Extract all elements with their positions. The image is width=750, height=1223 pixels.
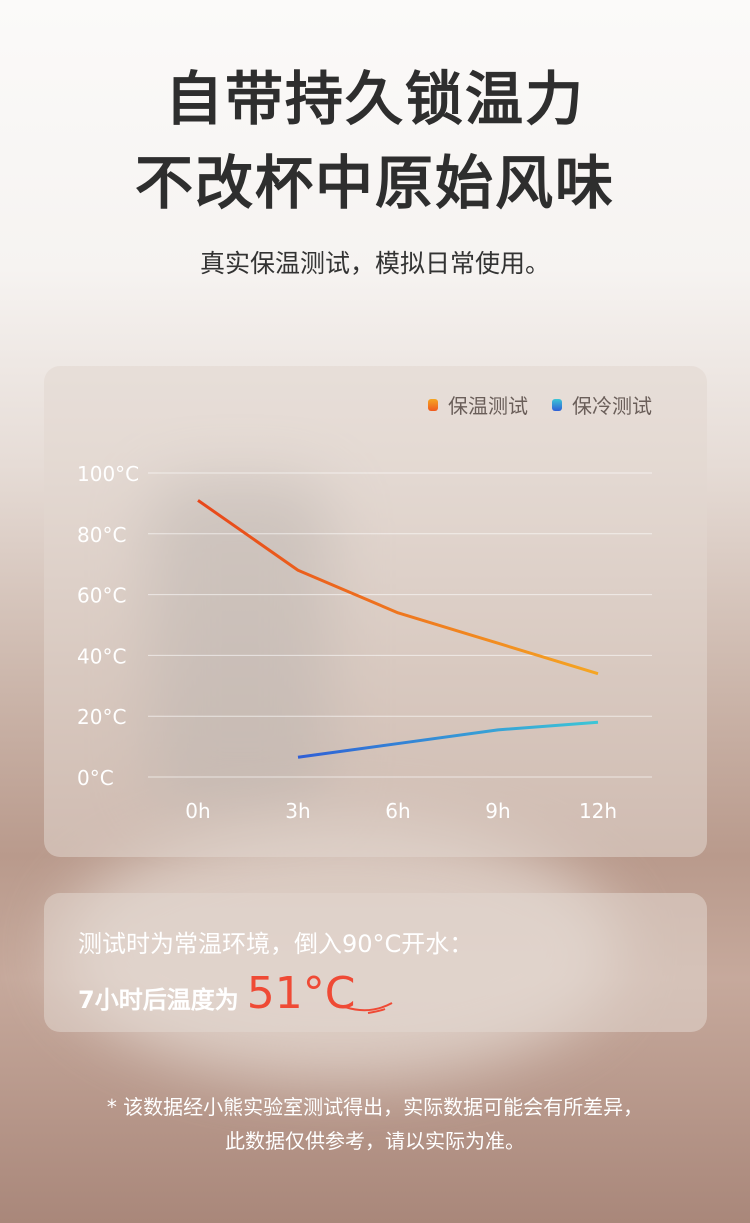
x-tick-label: 0h	[185, 799, 210, 823]
y-tick-label: 60°C	[77, 584, 126, 608]
y-tick-label: 20°C	[77, 705, 126, 729]
legend-swatch-cold	[552, 398, 562, 411]
underline-scribble	[344, 1002, 393, 1014]
x-tick-label: 6h	[385, 799, 410, 823]
disclaimer-line-2: 此数据仅供参考，请以实际为准。	[225, 1129, 525, 1153]
chart-card	[44, 366, 707, 857]
line-chart: 0°C 20°C 40°C 60°C 80°C 100°C 0h 3h 6h 9h 12h	[77, 462, 617, 823]
x-tick-label: 12h	[579, 799, 617, 823]
y-tick-label: 40°C	[77, 644, 126, 668]
legend-label-heat: 保温测试	[448, 394, 528, 418]
legend-swatch-heat	[428, 398, 438, 411]
legend-label-cold: 保冷测试	[572, 394, 652, 418]
note-line-1: 测试时为常温环境，倒入90°C开水：	[78, 930, 474, 958]
title-line-2: 不改杯中原始风味	[134, 149, 615, 217]
x-tick-label: 3h	[285, 799, 310, 823]
y-tick-label: 80°C	[77, 523, 126, 547]
note-prefix: 7小时后温度为	[78, 986, 239, 1014]
disclaimer: * 该数据经小熊实验室测试得出，实际数据可能会有所差异， 此数据仅供参考，请以实…	[0, 1090, 750, 1158]
subtitle: 真实保温测试，模拟日常使用。	[199, 249, 550, 278]
series-line-1	[297, 720, 599, 759]
x-tick-label: 9h	[485, 799, 510, 823]
y-tick-label: 0°C	[77, 766, 114, 790]
title-line-1: 自带持久锁温力	[164, 65, 585, 133]
highlight-temperature: 51°C	[246, 968, 356, 1019]
y-tick-label: 100°C	[77, 462, 139, 486]
note-line-2: 7小时后温度为 51°C	[78, 968, 355, 1019]
legend: 保温测试 保冷测试	[428, 390, 652, 419]
series-line-0	[197, 499, 599, 676]
disclaimer-line-1: * 该数据经小熊实验室测试得出，实际数据可能会有所差异，	[106, 1095, 644, 1119]
